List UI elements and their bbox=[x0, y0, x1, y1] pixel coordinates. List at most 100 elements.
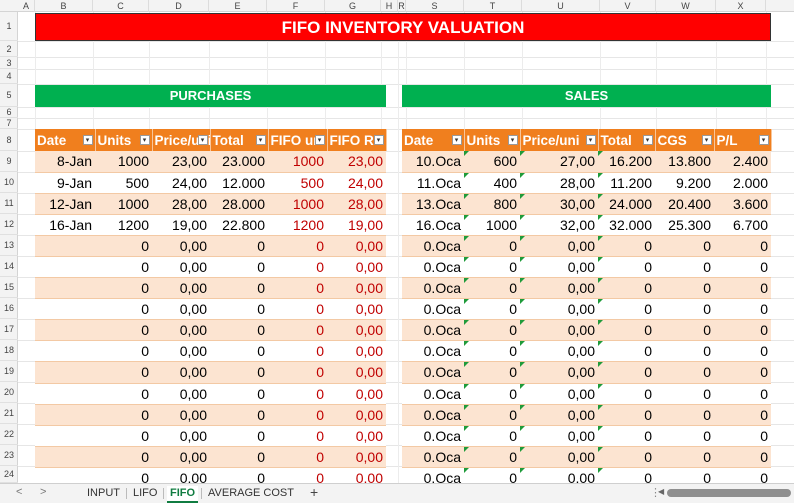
purchases-cell[interactable]: 12.000 bbox=[210, 172, 268, 194]
purchases-cell[interactable]: 0,00 bbox=[152, 298, 210, 321]
purchases-cell[interactable] bbox=[35, 425, 95, 447]
tab-prev-arrow-icon[interactable]: < bbox=[16, 486, 23, 498]
purchases-cell[interactable]: 23.000 bbox=[210, 151, 268, 173]
purchases-cell[interactable]: 1000 bbox=[268, 193, 327, 215]
sales-cell[interactable]: 1000 bbox=[464, 214, 520, 236]
column-letter[interactable]: D bbox=[149, 0, 209, 12]
purchases-cell[interactable]: 23,00 bbox=[152, 151, 210, 173]
purchases-cell[interactable]: 19,00 bbox=[327, 214, 386, 236]
purchases-cell[interactable]: 24,00 bbox=[152, 172, 210, 194]
sales-cell[interactable]: 0 bbox=[714, 404, 771, 426]
purchases-cell[interactable]: 16-Jan bbox=[35, 214, 95, 236]
purchases-section-label[interactable]: PURCHASES bbox=[35, 85, 386, 107]
purchases-cell[interactable]: 0 bbox=[268, 277, 327, 300]
sales-cell[interactable]: 0 bbox=[464, 425, 520, 447]
purchases-cell[interactable]: 0,00 bbox=[152, 340, 210, 363]
sales-cell[interactable]: 16.Oca bbox=[402, 214, 464, 236]
purchases-cell[interactable]: 0 bbox=[210, 425, 268, 447]
sales-cell[interactable]: 0 bbox=[464, 319, 520, 342]
purchases-cell[interactable]: 0,00 bbox=[152, 425, 210, 447]
filter-dropdown-icon[interactable]: ▾ bbox=[197, 135, 208, 145]
purchases-cell[interactable]: 28,00 bbox=[152, 193, 210, 215]
purchases-header-cell[interactable]: FIFO Ra ▾ bbox=[327, 129, 387, 151]
sales-cell[interactable]: 400 bbox=[464, 172, 520, 194]
sales-cell[interactable]: 2.000 bbox=[714, 172, 771, 194]
purchases-cell[interactable] bbox=[35, 340, 95, 363]
sales-cell[interactable]: 0 bbox=[714, 361, 771, 384]
purchases-cell[interactable]: 0 bbox=[95, 256, 152, 279]
sales-cell[interactable]: 0 bbox=[714, 235, 771, 257]
sales-cell[interactable]: 0.Oca bbox=[402, 277, 464, 300]
row-number[interactable]: 6 bbox=[0, 107, 18, 118]
sales-header-cell[interactable]: P/L ▾ bbox=[714, 129, 772, 151]
horizontal-scrollbar[interactable] bbox=[667, 489, 791, 497]
sales-cell[interactable]: 0,00 bbox=[520, 383, 598, 405]
column-letter[interactable]: T bbox=[464, 0, 522, 12]
purchases-cell[interactable]: 0,00 bbox=[152, 277, 210, 300]
purchases-cell[interactable]: 0 bbox=[95, 446, 152, 468]
purchases-cell[interactable]: 0,00 bbox=[327, 340, 386, 363]
purchases-cell[interactable] bbox=[35, 404, 95, 426]
sales-cell[interactable]: 0.Oca bbox=[402, 425, 464, 447]
sales-cell[interactable]: 0 bbox=[655, 235, 714, 257]
sales-cell[interactable]: 0 bbox=[464, 256, 520, 279]
purchases-cell[interactable] bbox=[35, 361, 95, 384]
sales-cell[interactable]: 2.400 bbox=[714, 151, 771, 173]
sales-cell[interactable]: 0 bbox=[655, 383, 714, 405]
purchases-cell[interactable]: 0 bbox=[95, 404, 152, 426]
sales-cell[interactable]: 0 bbox=[598, 235, 655, 257]
sales-cell[interactable]: 0.Oca bbox=[402, 319, 464, 342]
purchases-cell[interactable]: 0 bbox=[268, 235, 327, 257]
sales-cell[interactable]: 9.200 bbox=[655, 172, 714, 194]
sales-header-cell[interactable]: Date ▾ bbox=[402, 129, 465, 151]
sales-cell[interactable]: 0 bbox=[714, 277, 771, 300]
sales-cell[interactable]: 0 bbox=[464, 446, 520, 468]
filter-dropdown-icon[interactable]: ▾ bbox=[451, 135, 462, 145]
purchases-cell[interactable]: 1000 bbox=[95, 151, 152, 173]
sales-cell[interactable]: 0 bbox=[655, 446, 714, 468]
purchases-cell[interactable]: 0,00 bbox=[152, 446, 210, 468]
purchases-cell[interactable]: 1000 bbox=[268, 151, 327, 173]
purchases-cell[interactable]: 0 bbox=[210, 383, 268, 405]
purchases-cell[interactable]: 0,00 bbox=[152, 256, 210, 279]
purchases-header-cell[interactable]: Price/uni ▾ bbox=[152, 129, 211, 151]
sales-cell[interactable]: 600 bbox=[464, 151, 520, 173]
purchases-cell[interactable]: 0 bbox=[210, 235, 268, 257]
sales-cell[interactable]: 0.Oca bbox=[402, 256, 464, 279]
purchases-cell[interactable] bbox=[35, 256, 95, 279]
row-number[interactable]: 7 bbox=[0, 118, 18, 129]
filter-dropdown-icon[interactable]: ▾ bbox=[82, 135, 93, 145]
purchases-cell[interactable]: 28,00 bbox=[327, 193, 386, 215]
sales-cell[interactable]: 0 bbox=[714, 383, 771, 405]
purchases-cell[interactable]: 0 bbox=[95, 425, 152, 447]
sales-cell[interactable]: 0,00 bbox=[520, 425, 598, 447]
row-number[interactable]: 24 bbox=[0, 466, 18, 483]
filter-dropdown-icon[interactable]: ▾ bbox=[139, 135, 150, 145]
row-number[interactable]: 14 bbox=[0, 256, 18, 277]
column-letter[interactable]: B bbox=[35, 0, 93, 12]
purchases-cell[interactable]: 0,00 bbox=[327, 446, 386, 468]
purchases-cell[interactable]: 19,00 bbox=[152, 214, 210, 236]
purchases-cell[interactable]: 0 bbox=[95, 361, 152, 384]
sales-cell[interactable]: 0 bbox=[598, 340, 655, 363]
sales-cell[interactable]: 0 bbox=[598, 277, 655, 300]
sales-header-cell[interactable]: Units ▾ bbox=[464, 129, 521, 151]
sales-cell[interactable]: 0 bbox=[464, 383, 520, 405]
sheet-tab[interactable]: FIFO bbox=[167, 486, 199, 503]
row-number[interactable]: 18 bbox=[0, 340, 18, 361]
sales-cell[interactable]: 0.Oca bbox=[402, 383, 464, 405]
purchases-cell[interactable]: 0 bbox=[268, 383, 327, 405]
sales-cell[interactable]: 0,00 bbox=[520, 446, 598, 468]
sales-cell[interactable]: 0 bbox=[655, 404, 714, 426]
purchases-cell[interactable]: 0 bbox=[268, 340, 327, 363]
column-letter[interactable]: S bbox=[406, 0, 464, 12]
sales-cell[interactable]: 0.Oca bbox=[402, 340, 464, 363]
sales-cell[interactable]: 0.Oca bbox=[402, 404, 464, 426]
purchases-header-cell[interactable]: Units ▾ bbox=[95, 129, 153, 151]
sales-cell[interactable]: 0,00 bbox=[520, 319, 598, 342]
sales-cell[interactable]: 0,00 bbox=[520, 235, 598, 257]
purchases-cell[interactable]: 0 bbox=[210, 446, 268, 468]
purchases-cell[interactable]: 0 bbox=[210, 319, 268, 342]
sales-cell[interactable]: 0 bbox=[655, 319, 714, 342]
purchases-cell[interactable] bbox=[35, 319, 95, 342]
